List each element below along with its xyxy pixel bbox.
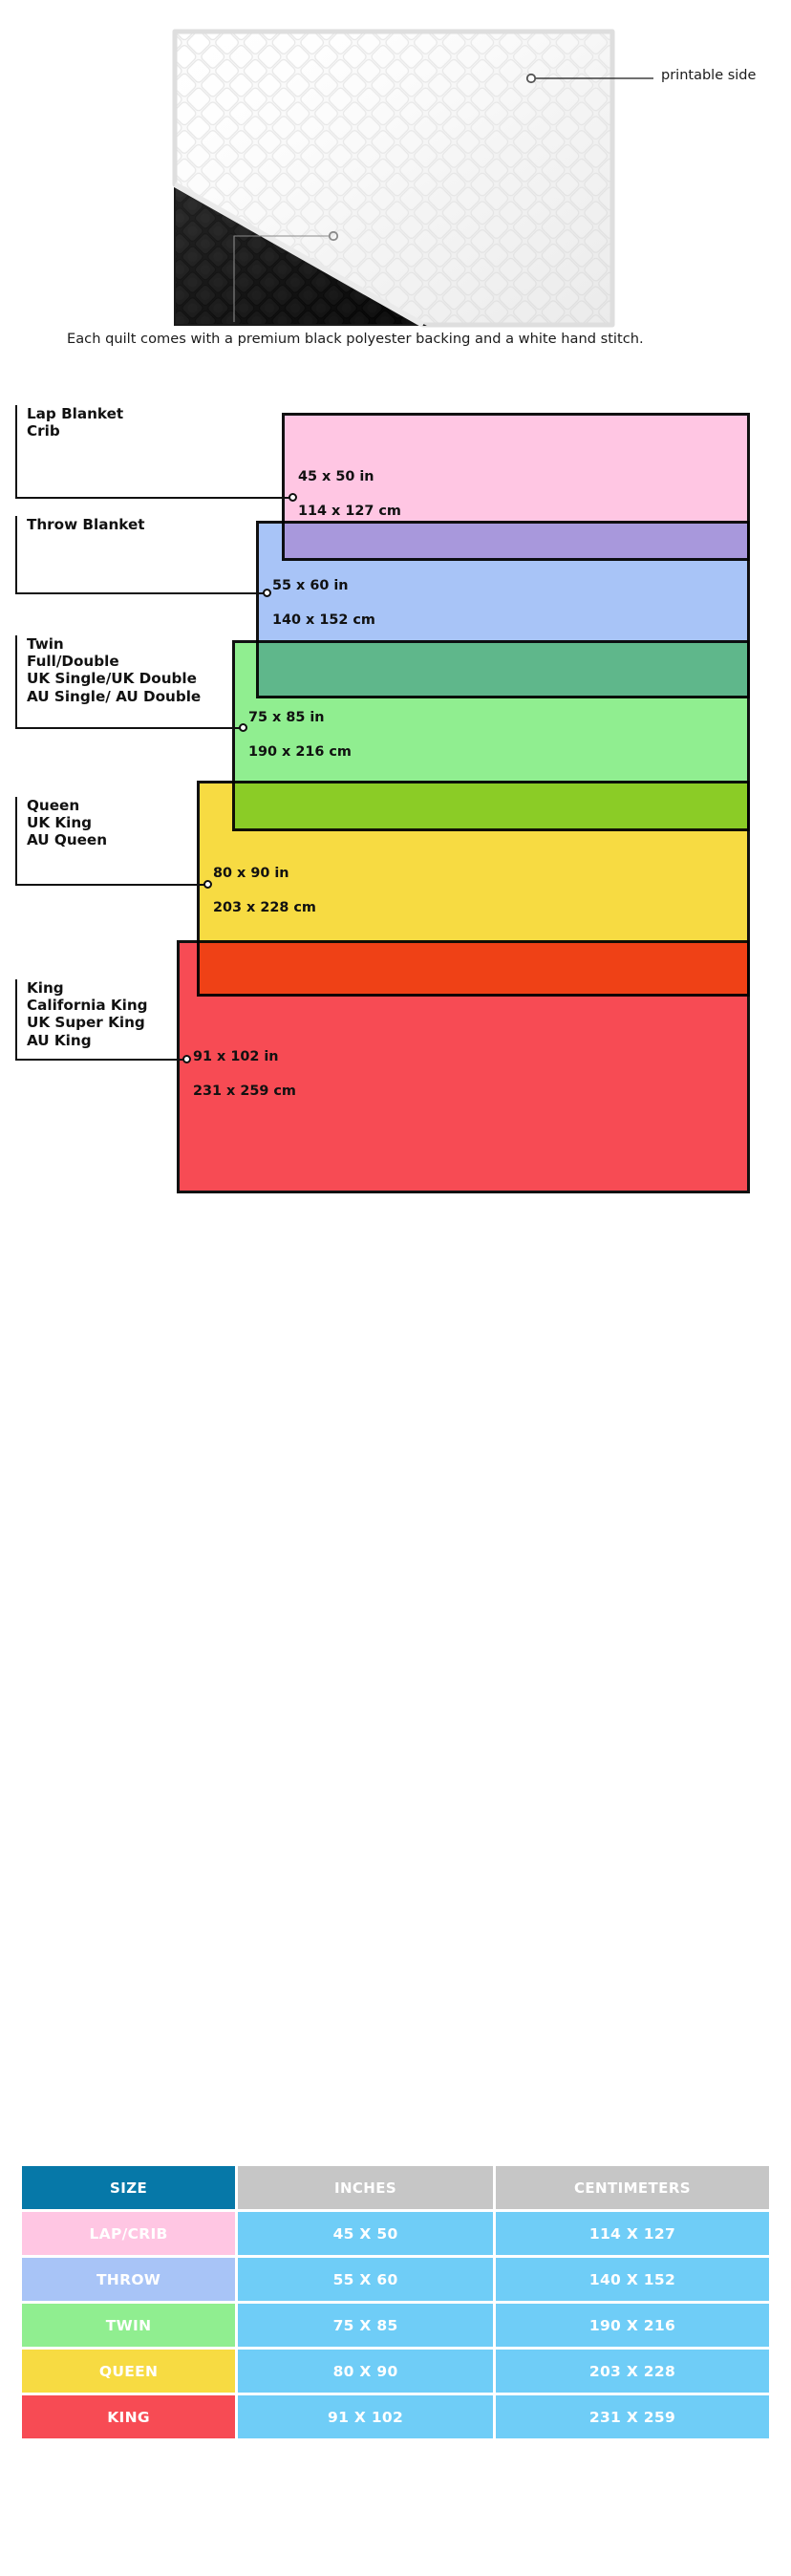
table-row: KING 91 X 102 231 X 259 — [22, 2395, 769, 2438]
size-comparison-diagram: Lap Blanket Crib 45 x 50 in 114 x 127 cm… — [0, 394, 791, 1193]
size-label-throw: Throw Blanket — [27, 516, 145, 533]
dimension-label-king: 91 x 102 in 231 x 259 cm — [193, 1048, 296, 1100]
dimension-label-twin: 75 x 85 in 190 x 216 cm — [248, 709, 352, 761]
table-cell-cm-queen: 203 X 228 — [495, 2350, 769, 2393]
dimension-cm-throw: 140 x 152 cm — [272, 612, 375, 629]
table-row: LAP/CRIB 45 X 50 114 X 127 — [22, 2212, 769, 2255]
table-row: THROW 55 X 60 140 X 152 — [22, 2258, 769, 2301]
size-label-twin: Twin Full/Double UK Single/UK Double AU … — [27, 635, 202, 705]
backing-leader-line — [233, 235, 329, 322]
dimension-inches-lap-crib: 45 x 50 in — [298, 469, 374, 484]
size-chart-table: SIZE INCHES CENTIMETERS LAP/CRIB 45 X 50… — [19, 2163, 772, 2441]
backing-caption-text: Each quilt comes with a premium black po… — [67, 331, 644, 347]
size-label-queen: Queen UK King AU Queen — [27, 797, 108, 849]
table-cell-size-twin: TWIN — [22, 2304, 236, 2347]
table-row: QUEEN 80 X 90 203 X 228 — [22, 2350, 769, 2393]
quilt-hem-white — [172, 29, 615, 328]
table-header-inches: INCHES — [238, 2166, 493, 2209]
backing-side-dot-icon — [328, 230, 339, 242]
table-cell-size-lap-crib: LAP/CRIB — [22, 2212, 236, 2255]
table-cell-inches-lap-crib: 45 X 50 — [238, 2212, 493, 2255]
size-rect-lap-crib — [282, 413, 750, 561]
table-cell-cm-king: 231 X 259 — [495, 2395, 769, 2438]
table-header-size: SIZE — [22, 2166, 236, 2209]
table-cell-inches-queen: 80 X 90 — [238, 2350, 493, 2393]
bracket-queen — [15, 797, 212, 889]
bracket-king — [15, 979, 191, 1063]
dimension-cm-queen: 203 x 228 cm — [213, 900, 316, 916]
table-row: TWIN 75 X 85 190 X 216 — [22, 2304, 769, 2347]
table-cell-cm-throw: 140 X 152 — [495, 2258, 769, 2301]
bracket-throw — [15, 516, 271, 597]
quilt-fold-crease — [173, 182, 425, 328]
table-cell-size-queen: QUEEN — [22, 2350, 236, 2393]
table-cell-cm-twin: 190 X 216 — [495, 2304, 769, 2347]
dimension-cm-king: 231 x 259 cm — [193, 1084, 296, 1100]
dimension-cm-twin: 190 x 216 cm — [248, 744, 352, 761]
quilt-illustration — [172, 29, 653, 328]
dimension-inches-twin: 75 x 85 in — [248, 710, 325, 725]
dimension-inches-throw: 55 x 60 in — [272, 578, 349, 593]
quilt-illustration-section: printable side Each quilt comes with a p… — [0, 0, 791, 382]
dimension-inches-queen: 80 x 90 in — [213, 866, 289, 881]
dimension-label-throw: 55 x 60 in 140 x 152 cm — [272, 577, 375, 629]
dimension-label-queen: 80 x 90 in 203 x 228 cm — [213, 865, 316, 916]
printable-side-callout-label: printable side — [661, 68, 757, 83]
dimension-cm-lap-crib: 114 x 127 cm — [298, 504, 401, 520]
size-label-lap-crib: Lap Blanket Crib — [27, 405, 124, 440]
table-cell-size-throw: THROW — [22, 2258, 236, 2301]
table-cell-inches-throw: 55 X 60 — [238, 2258, 493, 2301]
table-cell-inches-twin: 75 X 85 — [238, 2304, 493, 2347]
dimension-label-lap-crib: 45 x 50 in 114 x 127 cm — [298, 468, 401, 520]
table-cell-size-king: KING — [22, 2395, 236, 2438]
table-header-row: SIZE INCHES CENTIMETERS — [22, 2166, 769, 2209]
table-header-centimeters: CENTIMETERS — [495, 2166, 769, 2209]
table-cell-inches-king: 91 X 102 — [238, 2395, 493, 2438]
dimension-inches-king: 91 x 102 in — [193, 1049, 279, 1064]
bracket-lap-crib — [15, 405, 297, 502]
printable-side-dot-icon — [525, 73, 537, 84]
bracket-twin — [15, 635, 247, 732]
table-cell-cm-lap-crib: 114 X 127 — [495, 2212, 769, 2255]
size-label-king: King California King UK Super King AU Ki… — [27, 979, 148, 1049]
